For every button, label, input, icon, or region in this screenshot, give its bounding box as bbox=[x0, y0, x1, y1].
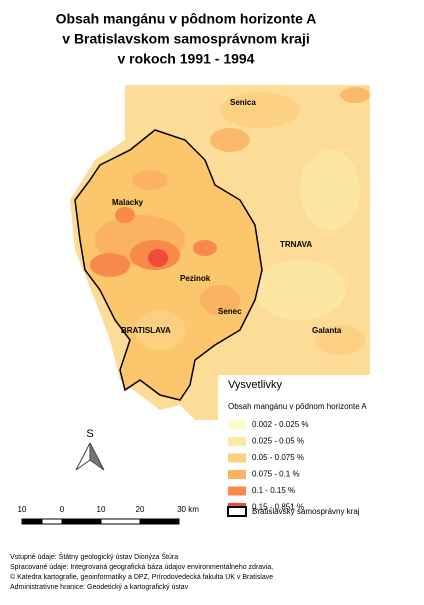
place-label: Malacky bbox=[112, 198, 144, 207]
legend-subtitle: Obsah mangánu v pôdnom horizonte A bbox=[228, 402, 367, 411]
place-label: Pezinok bbox=[180, 274, 211, 283]
scale-label: 10 bbox=[18, 505, 27, 514]
legend-box bbox=[218, 375, 374, 525]
scale-label: 20 bbox=[136, 505, 145, 514]
legend-swatch bbox=[228, 453, 246, 463]
legend-label: 0.075 - 0.1 % bbox=[252, 470, 300, 479]
legend-label: Bratislavský samosprávny kraj bbox=[252, 507, 360, 516]
legend-boundary-swatch bbox=[227, 506, 247, 517]
variation-patches bbox=[210, 87, 370, 355]
place-label: Senec bbox=[218, 307, 242, 316]
legend-label: 0.05 - 0.075 % bbox=[252, 453, 304, 462]
credit-line: Vstupné údaje: Štátny geologický ústav D… bbox=[10, 552, 178, 561]
legend-label: 0.1 - 0.15 % bbox=[252, 486, 295, 495]
legend-label: 0.025 - 0.05 % bbox=[252, 437, 304, 446]
region-patches bbox=[90, 170, 240, 350]
legend-swatch bbox=[228, 486, 246, 496]
scale-label: 10 bbox=[97, 505, 106, 514]
legend-swatch bbox=[228, 470, 246, 479]
scale-labels: 10 0 10 20 30 km bbox=[18, 505, 200, 514]
title-line: Obsah mangánu v pôdnom horizonte A bbox=[56, 11, 317, 27]
legend-swatch bbox=[228, 437, 246, 446]
credit-line: Spracované údaje: Integrovaná geografick… bbox=[10, 564, 273, 571]
scale-bar bbox=[21, 518, 180, 525]
place-label: Senica bbox=[230, 98, 256, 107]
place-label: TRNAVA bbox=[280, 240, 312, 249]
scale-label: 30 km bbox=[177, 505, 199, 514]
title-line: v rokoch 1991 - 1994 bbox=[118, 51, 255, 67]
north-arrow bbox=[75, 442, 91, 471]
place-label: BRATISLAVA bbox=[121, 326, 171, 335]
place-label: Galanta bbox=[312, 326, 342, 335]
legend-label: 0.002 - 0.025 % bbox=[252, 420, 308, 429]
legend-label: 0.15 - 0.851 % bbox=[252, 503, 304, 512]
scale-label: 0 bbox=[60, 505, 65, 514]
legend-swatch bbox=[228, 420, 246, 430]
north-label: S bbox=[86, 428, 93, 440]
north-arrow bbox=[89, 442, 105, 471]
place-labels: Senica Malacky TRNAVA Pezinok Senec BRAT… bbox=[112, 98, 342, 335]
title-line: v Bratislavskom samosprávnom kraji bbox=[62, 31, 309, 47]
credit-line: © Katedra kartografie, geoinformatiky a … bbox=[10, 573, 273, 581]
credit-line: Administratívne hranice: Geodetický a ka… bbox=[10, 584, 189, 591]
credits: Vstupné údaje: Štátny geologický ústav D… bbox=[10, 552, 273, 591]
legend-title: Vysvetlivky bbox=[228, 379, 282, 391]
